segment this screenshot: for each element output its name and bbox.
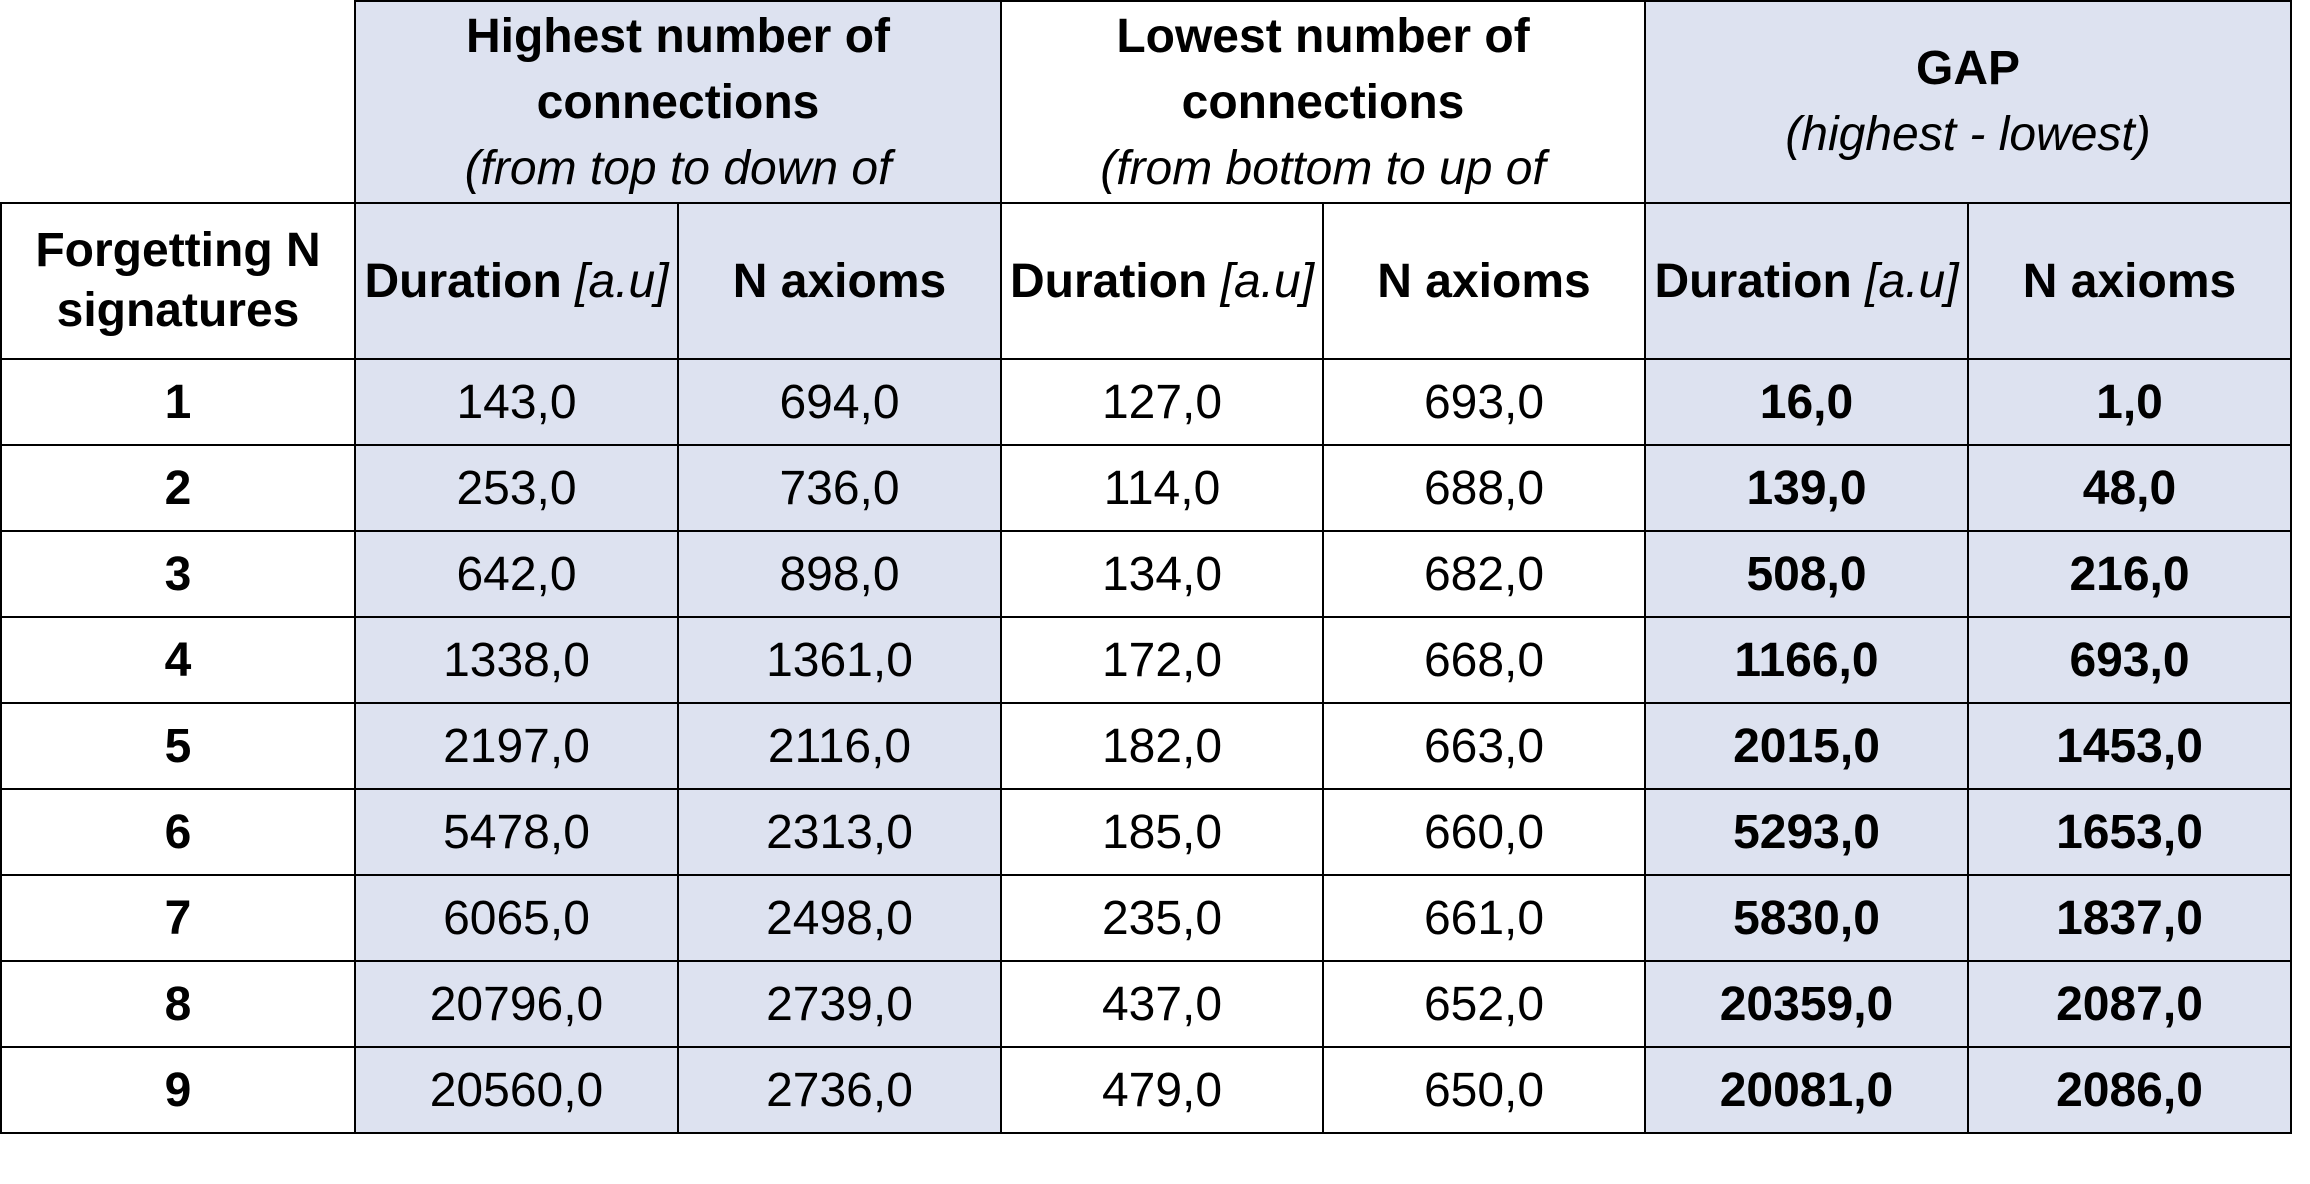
table-row: 4 1338,0 1361,0 172,0 668,0 1166,0 693,0 (0, 616, 2292, 704)
table-row: 5 2197,0 2116,0 182,0 663,0 2015,0 1453,… (0, 702, 2292, 790)
group-header-highest: Highest number of connections (from top … (354, 0, 1002, 204)
lowest-duration-cell: 479,0 (1000, 1046, 1324, 1134)
lowest-duration-cell: 114,0 (1000, 444, 1324, 532)
lowest-axioms-cell: 663,0 (1322, 702, 1646, 790)
lowest-axioms-cell: 652,0 (1322, 960, 1646, 1048)
group-title: GAP (1915, 42, 2020, 95)
column-header-axioms: N axioms (1967, 202, 2292, 360)
corner-cell (1, 1, 355, 203)
gap-duration-cell: 508,0 (1644, 530, 1969, 618)
gap-axioms-cell: 1837,0 (1967, 874, 2292, 962)
column-header-row: Forgetting N signatures Duration [a.u] N… (0, 202, 2292, 360)
gap-axioms-cell: 693,0 (1967, 616, 2292, 704)
row-index: 1 (0, 358, 356, 446)
lowest-axioms-cell: 682,0 (1322, 530, 1646, 618)
row-index: 6 (0, 788, 356, 876)
highest-axioms-cell: 2313,0 (677, 788, 1002, 876)
lowest-duration-cell: 437,0 (1000, 960, 1324, 1048)
lowest-axioms-cell: 660,0 (1322, 788, 1646, 876)
lowest-axioms-cell: 661,0 (1322, 874, 1646, 962)
highest-duration-cell: 6065,0 (354, 874, 679, 962)
gap-duration-cell: 20359,0 (1644, 960, 1969, 1048)
column-header-duration: Duration [a.u] (1000, 202, 1324, 360)
gap-axioms-cell: 216,0 (1967, 530, 2292, 618)
table-row: 6 5478,0 2313,0 185,0 660,0 5293,0 1653,… (0, 788, 2292, 876)
highest-duration-cell: 5478,0 (354, 788, 679, 876)
group-title: Lowest number of connections (1116, 10, 1530, 129)
highest-axioms-cell: 2736,0 (677, 1046, 1002, 1134)
table-row: 1 143,0 694,0 127,0 693,0 16,0 1,0 (0, 358, 2292, 446)
row-label-header: Forgetting N signatures (0, 202, 356, 360)
gap-duration-cell: 16,0 (1644, 358, 1969, 446)
lowest-axioms-cell: 650,0 (1322, 1046, 1646, 1134)
group-header-gap: GAP (highest - lowest) (1644, 0, 2292, 204)
table-row: 8 20796,0 2739,0 437,0 652,0 20359,0 208… (0, 960, 2292, 1048)
row-index: 2 (0, 444, 356, 532)
lowest-axioms-cell: 668,0 (1322, 616, 1646, 704)
highest-axioms-cell: 898,0 (677, 530, 1002, 618)
lowest-duration-cell: 185,0 (1000, 788, 1324, 876)
gap-duration-cell: 20081,0 (1644, 1046, 1969, 1134)
row-index: 8 (0, 960, 356, 1048)
results-table: Highest number of connections (from top … (0, 0, 2292, 1134)
highest-duration-cell: 20560,0 (354, 1046, 679, 1134)
row-index: 3 (0, 530, 356, 618)
column-header-duration: Duration [a.u] (354, 202, 679, 360)
gap-axioms-cell: 1,0 (1967, 358, 2292, 446)
highest-axioms-cell: 736,0 (677, 444, 1002, 532)
group-header-row: Highest number of connections (from top … (1, 0, 2292, 204)
column-header-axioms: N axioms (677, 202, 1002, 360)
highest-axioms-cell: 694,0 (677, 358, 1002, 446)
row-index: 4 (0, 616, 356, 704)
highest-duration-cell: 143,0 (354, 358, 679, 446)
gap-duration-cell: 1166,0 (1644, 616, 1969, 704)
lowest-duration-cell: 172,0 (1000, 616, 1324, 704)
lowest-duration-cell: 235,0 (1000, 874, 1324, 962)
lowest-duration-cell: 127,0 (1000, 358, 1324, 446)
lowest-duration-cell: 182,0 (1000, 702, 1324, 790)
highest-axioms-cell: 2116,0 (677, 702, 1002, 790)
table-row: 2 253,0 736,0 114,0 688,0 139,0 48,0 (0, 444, 2292, 532)
highest-duration-cell: 642,0 (354, 530, 679, 618)
group-title: Highest number of connections (465, 10, 890, 129)
row-index: 7 (0, 874, 356, 962)
group-header-lowest: Lowest number of connections (from botto… (1000, 0, 1646, 204)
gap-duration-cell: 5830,0 (1644, 874, 1969, 962)
gap-duration-cell: 5293,0 (1644, 788, 1969, 876)
lowest-axioms-cell: 688,0 (1322, 444, 1646, 532)
gap-axioms-cell: 48,0 (1967, 444, 2292, 532)
highest-duration-cell: 253,0 (354, 444, 679, 532)
gap-axioms-cell: 2086,0 (1967, 1046, 2292, 1134)
column-header-duration: Duration [a.u] (1644, 202, 1969, 360)
gap-duration-cell: 139,0 (1644, 444, 1969, 532)
group-subtitle: (from bottom to up of (1100, 142, 1546, 195)
table-row: 3 642,0 898,0 134,0 682,0 508,0 216,0 (0, 530, 2292, 618)
lowest-axioms-cell: 693,0 (1322, 358, 1646, 446)
gap-axioms-cell: 1453,0 (1967, 702, 2292, 790)
column-header-axioms: N axioms (1322, 202, 1646, 360)
row-index: 9 (0, 1046, 356, 1134)
row-index: 5 (0, 702, 356, 790)
table-row: 9 20560,0 2736,0 479,0 650,0 20081,0 208… (0, 1046, 2292, 1134)
table-row: 7 6065,0 2498,0 235,0 661,0 5830,0 1837,… (0, 874, 2292, 962)
group-subtitle: (from top to down of (464, 142, 892, 195)
highest-axioms-cell: 2498,0 (677, 874, 1002, 962)
gap-axioms-cell: 2087,0 (1967, 960, 2292, 1048)
lowest-duration-cell: 134,0 (1000, 530, 1324, 618)
group-subtitle: (highest - lowest) (1785, 108, 2151, 161)
highest-axioms-cell: 1361,0 (677, 616, 1002, 704)
gap-duration-cell: 2015,0 (1644, 702, 1969, 790)
highest-duration-cell: 2197,0 (354, 702, 679, 790)
gap-axioms-cell: 1653,0 (1967, 788, 2292, 876)
highest-duration-cell: 1338,0 (354, 616, 679, 704)
highest-axioms-cell: 2739,0 (677, 960, 1002, 1048)
highest-duration-cell: 20796,0 (354, 960, 679, 1048)
